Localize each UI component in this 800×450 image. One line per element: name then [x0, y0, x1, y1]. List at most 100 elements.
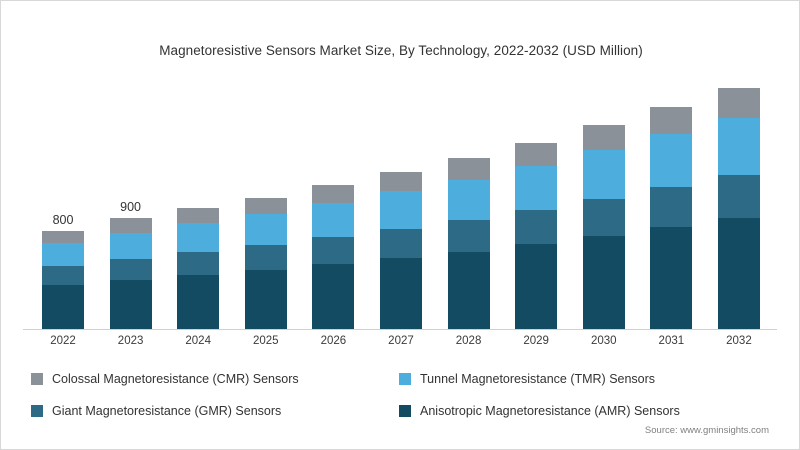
bar-segment	[717, 87, 760, 118]
bar-stack	[447, 158, 490, 329]
chart-legend: Colossal Magnetoresistance (CMR) Sensors…	[31, 363, 771, 427]
legend-label-amr: Anisotropic Magnetoresistance (AMR) Sens…	[420, 404, 680, 418]
bar-value-label: 900	[120, 200, 142, 215]
bar-segment	[42, 284, 84, 329]
legend-swatch-amr	[399, 405, 411, 417]
bar-segment	[650, 134, 693, 188]
bar-segment	[177, 274, 220, 329]
bar-segment	[717, 218, 760, 329]
bar-2025[interactable]	[242, 71, 290, 329]
legend-row-2: Giant Magnetoresistance (GMR) Sensors An…	[31, 395, 771, 427]
bar-stack	[244, 197, 287, 329]
legend-row-1: Colossal Magnetoresistance (CMR) Sensors…	[31, 363, 771, 395]
x-axis-line	[23, 329, 777, 330]
x-tick-2023: 2023	[117, 335, 144, 347]
bar-segment	[109, 232, 152, 259]
bar-value-label: 800	[52, 212, 74, 227]
legend-swatch-gmr	[31, 405, 43, 417]
bar-segment	[42, 266, 84, 285]
bar-segment	[312, 237, 355, 264]
x-tick-2022: 2022	[50, 335, 76, 347]
bar-segment	[582, 125, 625, 151]
bar-segment	[177, 208, 220, 224]
legend-label-gmr: Giant Magnetoresistance (GMR) Sensors	[52, 404, 282, 418]
bar-segment	[312, 263, 355, 329]
x-tick-2026: 2026	[320, 335, 347, 347]
bar-segment	[109, 218, 152, 233]
bar-stack	[109, 218, 152, 329]
bar-stack	[312, 184, 355, 329]
bar-2032[interactable]	[715, 71, 763, 329]
bar-segment	[109, 279, 152, 329]
x-tick-2024: 2024	[185, 335, 211, 347]
bar-segment	[515, 210, 558, 245]
bar-segment	[582, 150, 625, 199]
bar-stack	[42, 230, 84, 329]
bar-2027[interactable]	[377, 71, 425, 329]
legend-label-tmr: Tunnel Magnetoresistance (TMR) Sensors	[420, 372, 656, 386]
x-tick-2025: 2025	[252, 335, 279, 347]
legend-item-cmr[interactable]: Colossal Magnetoresistance (CMR) Sensors	[31, 372, 399, 386]
bar-segment	[717, 117, 760, 176]
bar-2023[interactable]: 900	[107, 71, 155, 329]
x-tick-2028: 2028	[455, 335, 482, 347]
bar-segment	[379, 171, 422, 192]
bar-segment	[650, 106, 693, 135]
bar-segment	[650, 227, 693, 329]
bar-segment	[515, 166, 558, 211]
bar-stack	[379, 171, 422, 329]
bar-segment	[42, 243, 84, 267]
bar-stack	[717, 87, 760, 329]
x-tick-2027: 2027	[388, 335, 414, 347]
bar-stack	[177, 208, 220, 329]
legend-item-tmr[interactable]: Tunnel Magnetoresistance (TMR) Sensors	[399, 372, 655, 386]
legend-item-amr[interactable]: Anisotropic Magnetoresistance (AMR) Sens…	[399, 404, 680, 418]
bar-segment	[447, 179, 490, 221]
bar-stack	[515, 142, 558, 329]
legend-label-cmr: Colossal Magnetoresistance (CMR) Sensors	[52, 372, 299, 386]
bars-group: 800 900	[31, 71, 771, 329]
x-tick-2031: 2031	[658, 335, 685, 347]
bar-segment	[582, 235, 625, 329]
bar-2024[interactable]	[174, 71, 222, 329]
bar-segment	[379, 228, 422, 258]
bar-segment	[717, 175, 760, 219]
bar-2026[interactable]	[309, 71, 357, 329]
bar-segment	[177, 252, 220, 275]
bar-segment	[42, 230, 84, 244]
bar-segment	[379, 191, 422, 229]
x-axis-tick-labels: 2022 2023 2024 2025 2026 2027 2028 2029 2030 2031…	[31, 335, 771, 353]
legend-swatch-cmr	[31, 373, 43, 385]
bar-2028[interactable]	[445, 71, 493, 329]
bar-segment	[244, 270, 287, 329]
bar-segment	[177, 223, 220, 253]
bar-2031[interactable]	[647, 71, 695, 329]
bar-segment	[515, 142, 558, 167]
bar-segment	[515, 244, 558, 329]
bar-2022[interactable]: 800	[39, 71, 87, 329]
x-tick-2029: 2029	[523, 335, 549, 347]
bar-segment	[379, 257, 422, 329]
bar-segment	[447, 220, 490, 252]
bar-segment	[650, 187, 693, 228]
bar-segment	[244, 197, 287, 215]
plot-area: 800 900	[31, 71, 771, 329]
x-tick-2030: 2030	[590, 335, 617, 347]
bar-stack	[650, 106, 693, 329]
legend-swatch-tmr	[399, 373, 411, 385]
bar-segment	[312, 184, 355, 204]
bar-segment	[312, 203, 355, 238]
bar-2030[interactable]	[580, 71, 628, 329]
bar-segment	[447, 158, 490, 180]
bar-segment	[244, 245, 287, 271]
bar-segment	[582, 198, 625, 236]
bar-segment	[109, 258, 152, 280]
bar-stack	[582, 125, 625, 329]
legend-item-gmr[interactable]: Giant Magnetoresistance (GMR) Sensors	[31, 404, 399, 418]
source-note: Source: www.gminsights.com	[644, 425, 769, 436]
x-tick-2032: 2032	[726, 335, 752, 347]
bar-2029[interactable]	[512, 71, 560, 329]
chart-title: Magnetoresistive Sensors Market Size, By…	[159, 43, 643, 58]
bar-segment	[244, 214, 287, 246]
